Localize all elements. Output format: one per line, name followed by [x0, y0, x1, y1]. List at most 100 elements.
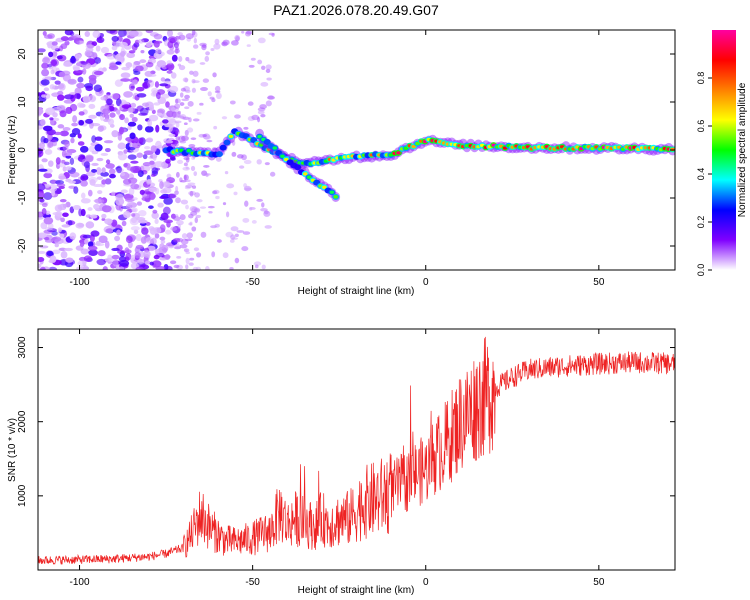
spectrogram-noise-blob — [69, 171, 80, 178]
spectrogram-noise-blob — [64, 247, 73, 252]
spectrogram-noise-blob — [191, 226, 197, 232]
spectrogram-noise-blob — [72, 66, 80, 71]
spectrogram-noise-blob — [127, 121, 137, 127]
spectrogram-noise-blob — [176, 41, 180, 45]
spectrogram-ylabel: Frequency (Hz) — [7, 116, 18, 185]
spectrogram-noise-blob — [105, 228, 114, 234]
spectrogram-noise-blob — [269, 171, 276, 177]
spectrogram-noise-blob — [52, 112, 58, 118]
spectrogram-noise-blob — [93, 203, 100, 210]
spectrogram-noise-blob — [129, 132, 136, 140]
spectrogram-noise-blob — [93, 183, 103, 188]
spectrogram-noise-blob — [116, 229, 121, 236]
spectrogram-noise-blob — [38, 147, 43, 155]
spectrogram-noise-blob — [176, 256, 182, 259]
spectrogram-noise-blob — [178, 115, 185, 119]
spectrogram-noise-blob — [163, 219, 173, 224]
spectrogram-noise-blob — [104, 178, 112, 185]
spectrogram-noise-blob — [184, 106, 190, 110]
spectrogram-ridge-peak — [333, 195, 338, 199]
spectrogram-noise-blob — [215, 92, 222, 100]
spectrogram-ridge-peak — [670, 147, 675, 152]
spectrogram-noise-blob — [43, 93, 51, 100]
spectrogram-noise-blob — [210, 48, 215, 52]
spectrogram-noise-blob — [150, 173, 156, 177]
spectrogram-noise-blob — [120, 78, 131, 82]
spectrogram-noise-blob — [41, 202, 48, 208]
spectrogram-noise-blob — [48, 184, 58, 192]
spectrogram-noise-blob — [100, 46, 110, 54]
spectrogram-noise-blob — [80, 61, 88, 65]
spectrogram-noise-blob — [193, 171, 198, 177]
spectrogram-noise-blob — [73, 186, 79, 194]
spectrogram-noise-blob — [193, 37, 197, 44]
colorbar-tick-label: 0.4 — [696, 168, 706, 181]
spectrogram-noise-blob — [109, 112, 116, 118]
spectrogram-noise-blob — [104, 240, 110, 249]
spectrogram-noise-blob — [165, 101, 170, 108]
spectrogram-noise-blob — [82, 95, 91, 104]
spectrogram-ridge-cell — [219, 144, 227, 151]
spectrogram-noise-blob — [75, 222, 85, 229]
spectrogram-noise-blob — [63, 61, 73, 67]
spectrogram-noise-blob — [112, 40, 117, 46]
spectrogram-noise-blob — [128, 83, 135, 91]
spectrogram-noise-blob — [203, 173, 211, 176]
spectrogram-noise-blob — [62, 203, 68, 208]
spectrogram-noise-blob — [62, 212, 69, 218]
spectrogram-noise-blob — [117, 153, 128, 161]
spectrogram-noise-blob — [128, 30, 139, 38]
spectrogram-noise-blob — [128, 50, 136, 54]
spectrogram-noise-blob — [143, 250, 151, 258]
spectrogram-noise-blob — [75, 266, 86, 270]
spectrogram-noise-blob — [179, 244, 188, 249]
spectrogram-noise-blob — [68, 180, 77, 184]
spectrogram-noise-blob — [83, 161, 91, 169]
spectrogram-noise-blob — [65, 151, 73, 156]
spectrogram-noise-blob — [264, 225, 272, 229]
spectrogram-noise-blob — [45, 210, 51, 216]
spectrogram-noise-blob — [71, 122, 78, 127]
snr-ylabel: SNR (10 * v/v) — [7, 418, 18, 482]
spectrogram-noise-blob — [85, 221, 95, 229]
spectrogram-noise-blob — [177, 32, 183, 36]
spectrogram-noise-blob — [214, 38, 220, 45]
spectrogram-noise-blob — [154, 248, 160, 254]
spectrogram-noise-blob — [168, 118, 177, 126]
spectrogram-noise-blob — [40, 266, 46, 270]
spectrogram-noise-blob — [101, 179, 107, 185]
spectrogram-noise-blob — [75, 40, 80, 45]
spectrogram-noise-blob — [73, 34, 81, 39]
colorbar-tick-label: 0.6 — [696, 120, 706, 133]
spectrogram-noise-blob — [159, 243, 165, 250]
spectrogram-noise-blob — [174, 190, 179, 196]
spectrogram-noise-blob — [72, 204, 81, 210]
spectrogram-noise-blob — [123, 210, 131, 219]
spectrogram-noise-blob — [185, 264, 189, 270]
spectrogram-noise-blob — [77, 133, 82, 139]
snr-line — [38, 336, 675, 565]
spectrogram-noise-blob — [104, 147, 111, 153]
spectrogram-noise-blob — [259, 104, 267, 110]
spectrogram-ridge-cell — [215, 151, 223, 158]
spectrogram-noise-blob — [61, 224, 71, 228]
spectrogram-noise-blob — [82, 234, 92, 239]
spectrogram-noise-blob — [126, 52, 136, 59]
spectrogram-noise-blob — [192, 70, 199, 77]
spectrogram-noise-blob — [121, 66, 131, 71]
spectrogram-noise-blob — [146, 179, 151, 185]
spectrogram-noise-blob — [38, 263, 42, 269]
spectrogram-noise-blob — [136, 152, 143, 158]
spectrogram-noise-blob — [169, 157, 176, 161]
spectrogram-noise-blob — [96, 157, 104, 162]
spectrogram-noise-blob — [157, 144, 163, 149]
spectrogram-noise-blob — [229, 267, 234, 270]
spectrogram-noise-blob — [87, 207, 93, 211]
spectrogram-noise-blob — [80, 192, 86, 199]
spectrogram-noise-blob — [59, 198, 67, 203]
spectrogram-noise-blob — [44, 236, 50, 241]
spectrogram-xtick-label: -50 — [245, 277, 260, 288]
spectrogram-noise-blob — [85, 44, 95, 49]
spectrogram-noise-blob — [261, 202, 265, 208]
spectrogram-noise-blob — [88, 103, 96, 109]
